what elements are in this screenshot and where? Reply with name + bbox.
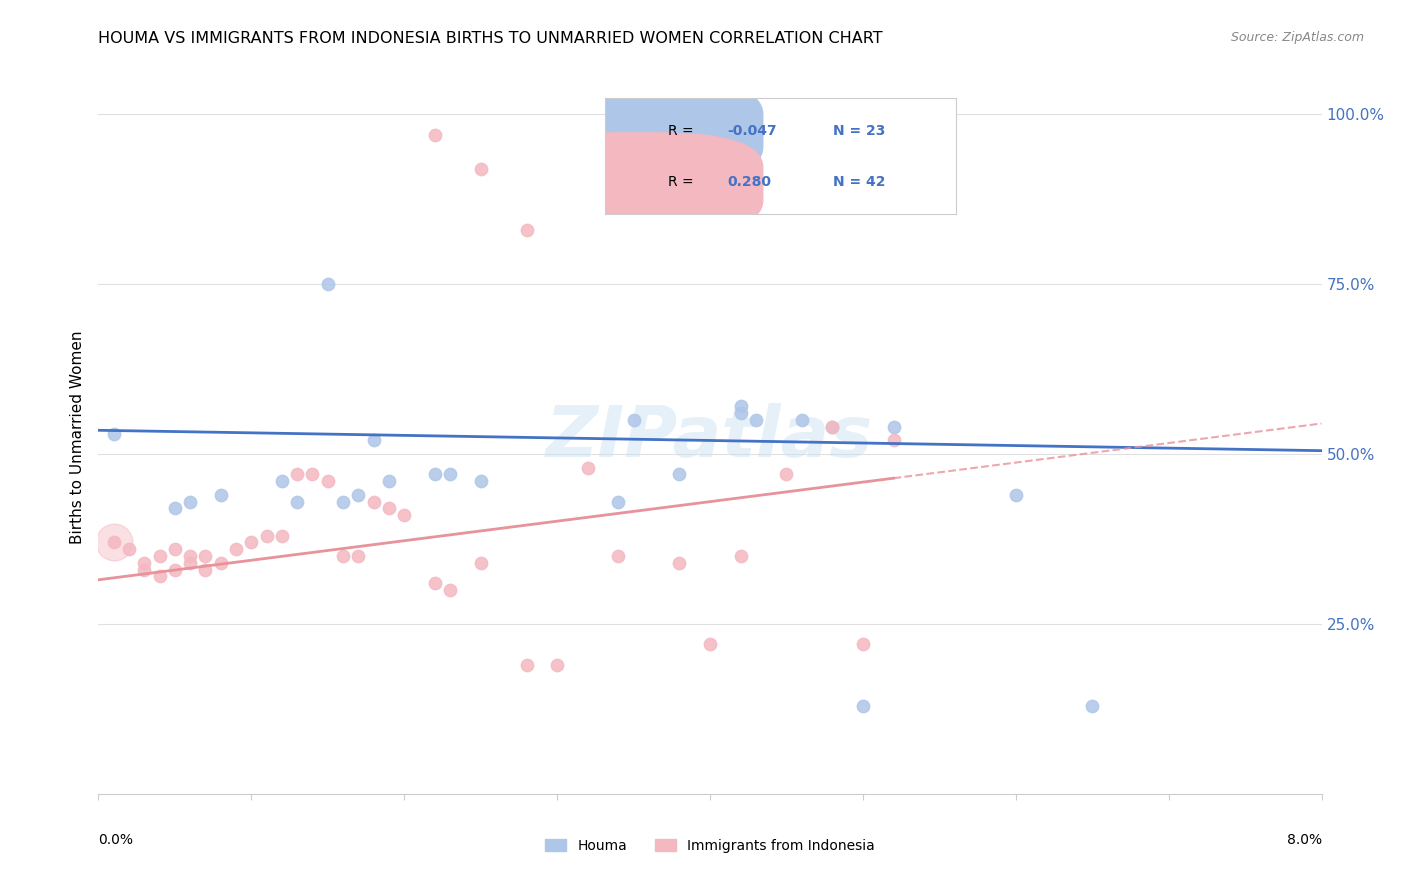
Point [179,556,201,570]
Point [194,563,217,577]
Point [821,420,844,434]
Text: 8.0%: 8.0% [1286,833,1322,847]
Point [423,576,446,591]
Point [516,223,538,237]
Point [179,549,201,563]
Point [103,426,125,441]
Point [1081,698,1104,713]
Point [179,494,201,508]
Point [378,475,401,489]
Point [470,556,492,570]
Text: N = 23: N = 23 [832,124,886,137]
Point [775,467,797,482]
Point [316,277,339,292]
Point [149,549,172,563]
Point [209,488,232,502]
Point [423,128,446,142]
Point [163,501,186,516]
Point [363,434,385,448]
Point [363,494,385,508]
Text: -0.047: -0.047 [728,124,778,137]
Point [516,657,538,672]
Point [134,556,156,570]
Point [332,494,354,508]
Text: HOUMA VS IMMIGRANTS FROM INDONESIA BIRTHS TO UNMARRIED WOMEN CORRELATION CHART: HOUMA VS IMMIGRANTS FROM INDONESIA BIRTH… [98,31,883,46]
Point [270,528,294,542]
Point [270,475,294,489]
Text: R =: R = [668,175,702,188]
Point [163,563,186,577]
Point [668,556,690,570]
Text: Source: ZipAtlas.com: Source: ZipAtlas.com [1230,31,1364,45]
Point [730,549,752,563]
FancyBboxPatch shape [510,79,762,182]
Point [301,467,323,482]
Point [623,413,645,427]
Point [576,460,599,475]
Point [347,488,370,502]
Point [439,467,461,482]
Point [699,637,721,651]
Text: ZIPatlas: ZIPatlas [547,402,873,472]
Point [423,467,446,482]
Point [745,413,768,427]
Text: 0.0%: 0.0% [98,833,134,847]
Point [652,128,675,142]
FancyBboxPatch shape [510,133,762,235]
Point [118,542,141,557]
Point [730,406,752,420]
Point [225,542,247,557]
Point [883,434,905,448]
Point [347,549,370,563]
Point [852,698,875,713]
Legend: Houma, Immigrants from Indonesia: Houma, Immigrants from Indonesia [540,833,880,858]
Point [821,420,844,434]
Text: R =: R = [668,124,697,137]
Point [1004,488,1026,502]
Point [607,494,630,508]
Point [256,528,278,542]
Point [134,563,156,577]
Text: N = 42: N = 42 [832,175,886,188]
Point [607,549,630,563]
Point [103,535,125,549]
Text: 0.280: 0.280 [728,175,772,188]
Point [392,508,416,523]
Point [668,467,690,482]
Point [316,475,339,489]
Y-axis label: Births to Unmarried Women: Births to Unmarried Women [69,330,84,544]
Point [163,542,186,557]
Point [883,420,905,434]
Point [470,475,492,489]
Point [439,582,461,597]
Point [790,413,813,427]
Point [378,501,401,516]
Point [240,535,263,549]
Point [470,161,492,176]
Point [285,494,308,508]
Point [852,637,875,651]
Point [194,549,217,563]
Point [332,549,354,563]
Point [623,128,645,142]
Point [103,535,125,549]
Point [546,657,568,672]
Point [285,467,308,482]
Point [149,569,172,583]
Point [209,556,232,570]
Point [730,400,752,414]
